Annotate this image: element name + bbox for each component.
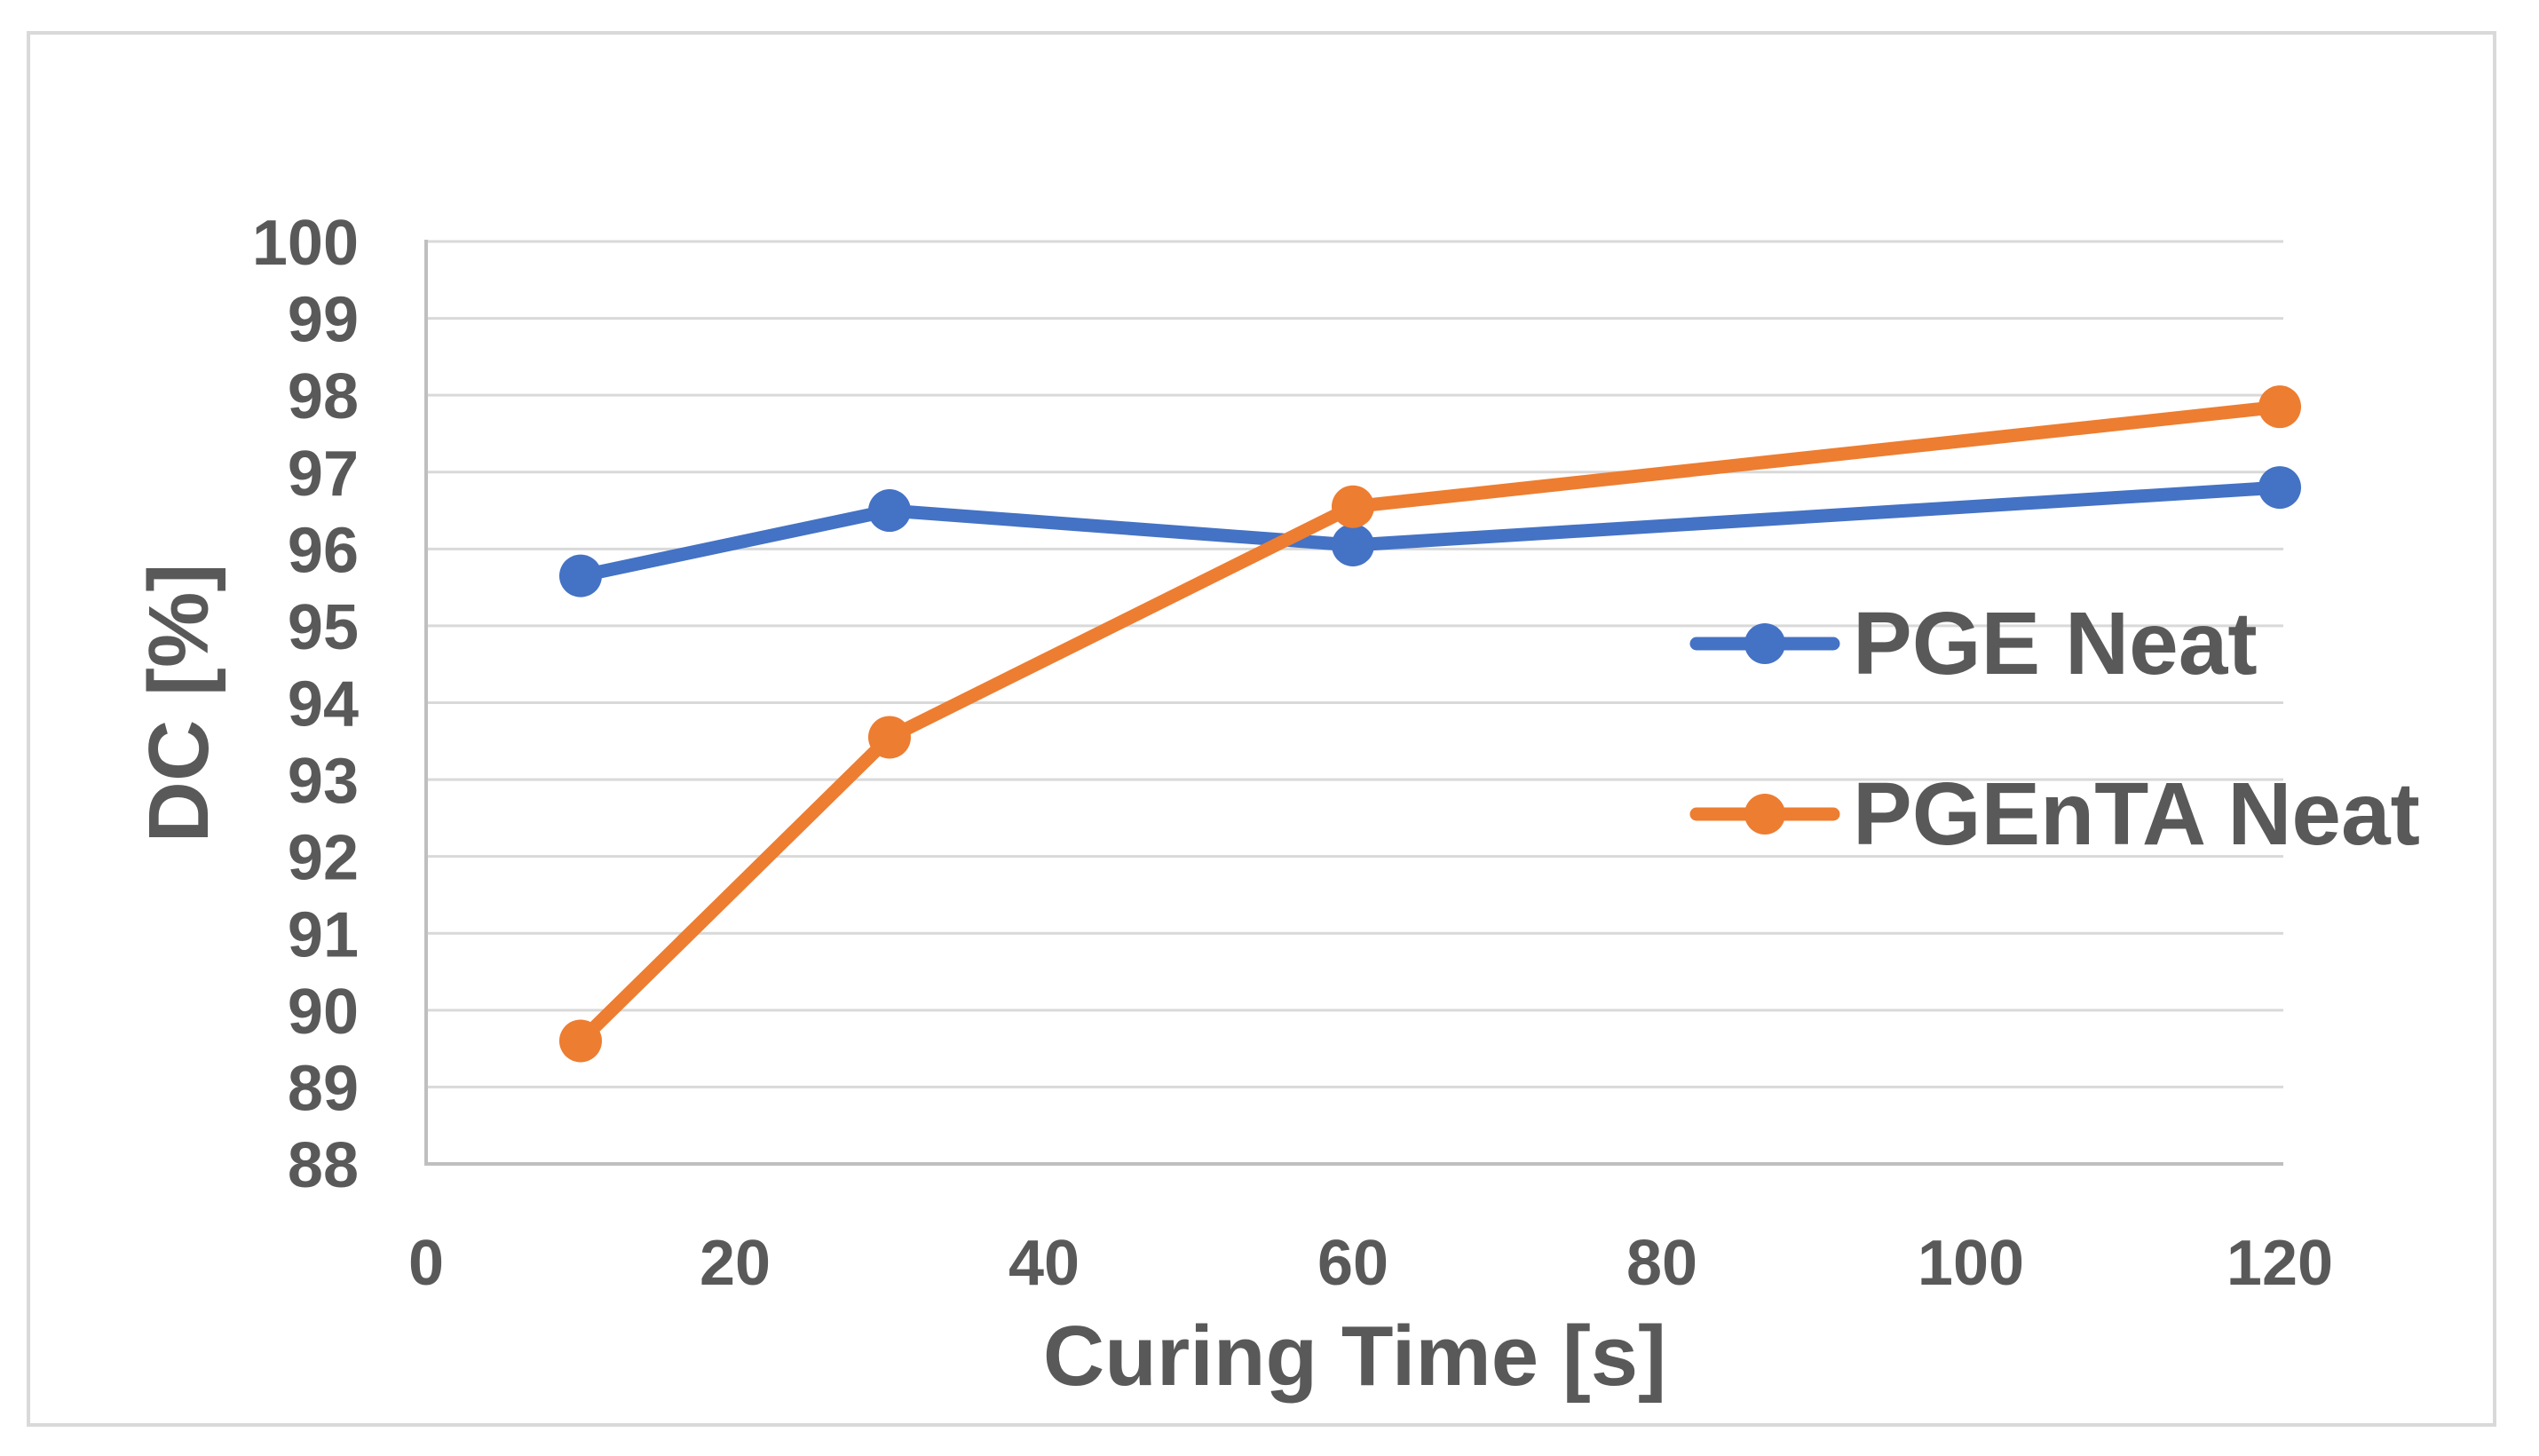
data-point xyxy=(559,1019,602,1063)
series-line-1 xyxy=(573,400,2287,1048)
legend-item-pge-neat: PGE Neat xyxy=(1689,599,2258,688)
data-point xyxy=(559,554,602,597)
y-tick-label: 99 xyxy=(288,285,359,356)
x-tick-label: 20 xyxy=(700,1228,771,1299)
x-tick-label: 80 xyxy=(1626,1228,1697,1299)
x-axis-title: Curing Time [s] xyxy=(1042,1309,1667,1404)
x-tick-label: 60 xyxy=(1317,1228,1388,1299)
y-tick-label: 91 xyxy=(288,899,359,970)
y-tick-label: 88 xyxy=(288,1130,359,1201)
y-tick-label: 90 xyxy=(288,977,359,1048)
data-point xyxy=(2258,466,2301,510)
x-tick-label: 40 xyxy=(1008,1228,1080,1299)
data-point xyxy=(2258,385,2301,429)
legend-marker-icon xyxy=(1689,623,1840,664)
y-tick-label: 95 xyxy=(288,592,359,663)
y-tick-label: 100 xyxy=(252,208,359,279)
legend-label: PGE Neat xyxy=(1853,594,2258,693)
y-tick-label: 97 xyxy=(288,439,359,510)
legend-label: PGEnTA Neat xyxy=(1853,764,2420,864)
data-point xyxy=(868,716,911,759)
chart-border xyxy=(27,31,2496,1427)
y-axis-title: DC [%] xyxy=(131,563,226,843)
x-tick-label: 120 xyxy=(2227,1228,2333,1299)
data-point xyxy=(868,489,911,533)
series-line-0 xyxy=(573,480,2287,583)
x-tick-label: 100 xyxy=(1918,1228,2024,1299)
y-tick-label: 92 xyxy=(288,823,359,894)
x-tick-label: 0 xyxy=(408,1228,444,1299)
legend-item-pgenta-neat: PGEnTA Neat xyxy=(1689,770,2420,859)
y-tick-label: 89 xyxy=(288,1053,359,1124)
y-tick-label: 96 xyxy=(288,515,359,586)
legend-circle-marker xyxy=(1744,623,1785,664)
data-point xyxy=(1332,485,1374,528)
y-tick-label: 93 xyxy=(288,746,359,817)
legend-circle-marker xyxy=(1744,794,1785,835)
legend-marker-icon xyxy=(1689,794,1840,835)
y-tick-label: 94 xyxy=(288,669,359,740)
data-point xyxy=(1332,524,1374,567)
y-tick-label: 98 xyxy=(288,361,359,432)
